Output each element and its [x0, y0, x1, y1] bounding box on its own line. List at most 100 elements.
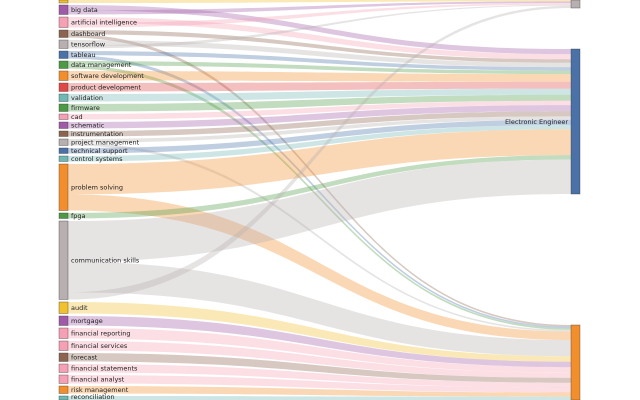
left-node	[58, 363, 69, 373]
sankey-link	[68, 194, 571, 341]
sankey-link	[68, 302, 571, 362]
left-node	[58, 352, 69, 362]
sankey-link	[68, 386, 571, 397]
left-node-label: technical support	[71, 147, 128, 155]
left-node	[58, 155, 69, 162]
left-node-label: control systems	[71, 155, 123, 163]
left-node	[58, 327, 69, 339]
sankey-link	[68, 71, 571, 82]
sankey-link	[68, 341, 571, 378]
sankey-link	[68, 375, 571, 393]
left-node-label: mortgage	[71, 317, 103, 325]
left-node-label: dashboard	[71, 30, 105, 38]
left-node-label: cad	[71, 113, 83, 121]
sankey-link	[68, 159, 571, 262]
sankey-link	[68, 51, 571, 71]
left-node	[58, 301, 69, 314]
sankey-link	[68, 55, 571, 329]
sankey-link	[68, 17, 571, 60]
left-node	[58, 50, 69, 59]
left-node	[58, 315, 69, 326]
left-node-label: big data	[71, 6, 98, 14]
left-node	[58, 16, 69, 28]
sankey-link	[68, 396, 571, 400]
left-node	[58, 374, 69, 384]
left-node-label: financial statements	[71, 365, 138, 373]
right-node	[570, 324, 581, 400]
right-node	[570, 0, 581, 9]
left-node	[58, 82, 69, 92]
left-node-label: project management	[71, 139, 140, 147]
sankey-link	[68, 88, 571, 102]
left-node	[58, 121, 69, 129]
sankey-link	[68, 111, 571, 137]
sankey-link	[68, 353, 571, 383]
left-node-label: communication skills	[71, 257, 140, 265]
left-node	[58, 0, 69, 4]
sankey-link	[68, 155, 571, 219]
left-node-label: schematic	[71, 122, 105, 130]
left-node	[58, 147, 69, 154]
sankey-link	[68, 81, 571, 92]
sankey-link	[68, 119, 571, 154]
right-node	[570, 48, 581, 195]
left-node-label: risk management	[71, 386, 129, 394]
sankey-link	[68, 142, 571, 332]
left-node-label: financial reporting	[71, 330, 130, 338]
sankey-link	[68, 94, 571, 112]
sankey-link	[68, 116, 571, 143]
sankey-link	[68, 5, 571, 55]
sankey-link	[68, 316, 571, 368]
sankey-link	[68, 100, 571, 120]
left-node-label: financial analyst	[71, 376, 125, 384]
sankey-link	[68, 261, 571, 357]
left-node	[58, 70, 69, 81]
left-node	[58, 130, 69, 137]
left-node	[58, 4, 69, 15]
sankey-link	[68, 5, 571, 300]
left-node-label: software development	[71, 72, 144, 80]
left-node	[58, 93, 69, 102]
left-node-label: financial services	[71, 342, 128, 350]
left-node-label: tableau	[71, 51, 96, 59]
sankey-link	[68, 328, 571, 373]
left-node	[58, 163, 69, 211]
nodes: big data artificial intelligence dashboard…	[58, 0, 581, 400]
sankey-link	[68, 105, 571, 129]
left-node-label: instrumentation	[71, 130, 123, 138]
sankey-link	[68, 40, 571, 68]
left-node-label: data management	[71, 61, 132, 69]
left-node-label: product development	[71, 84, 141, 92]
left-node-label: fpga	[71, 212, 86, 220]
sankey-link	[68, 61, 571, 75]
sankey-link	[68, 1, 571, 15]
sankey-link	[68, 0, 571, 3]
left-node	[58, 395, 69, 400]
left-node	[58, 138, 69, 146]
left-node	[58, 60, 69, 69]
sankey-link	[68, 65, 571, 330]
left-node-label: tensorflow	[71, 41, 106, 49]
sankey-link	[68, 34, 571, 327]
left-node	[58, 340, 69, 351]
sankey-link	[68, 30, 571, 63]
sankey-link	[68, 124, 571, 162]
left-node-label: audit	[71, 304, 88, 312]
left-node	[58, 39, 69, 49]
left-node	[58, 29, 69, 38]
sankey-link	[68, 3, 571, 28]
left-node-label: firmware	[71, 104, 100, 112]
left-node-label: forecast	[71, 354, 98, 362]
right-node-label: Electronic Engineer	[505, 118, 568, 126]
left-node-label: artificial intelligence	[71, 19, 137, 27]
left-node-label: validation	[71, 94, 103, 102]
left-node-label: reconciliation	[71, 393, 115, 400]
left-node	[58, 113, 69, 120]
left-node	[58, 103, 69, 112]
left-node	[58, 220, 69, 300]
sankey-link	[68, 129, 571, 195]
sankey-link	[68, 4, 571, 49]
left-node	[58, 385, 69, 394]
links	[68, 0, 571, 400]
